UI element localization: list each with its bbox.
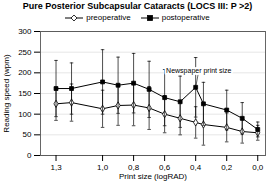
svg-text:1,0: 1,0 xyxy=(97,163,109,172)
html-text:Pure Posterior Subcapsular Cat: Pure Posterior Subcapsular Cataracts (LO… xyxy=(22,1,253,11)
html-text:preoperative: preoperative xyxy=(86,12,131,22)
svg-text:Newspaper print size: Newspaper print size xyxy=(166,67,231,75)
svg-text:50: 50 xyxy=(23,130,32,139)
svg-text:0: 0 xyxy=(27,151,32,160)
svg-text:Print size (logRAD): Print size (logRAD) xyxy=(119,172,187,181)
svg-text:100: 100 xyxy=(18,110,32,119)
svg-text:200: 200 xyxy=(18,68,32,77)
svg-text:0,6: 0,6 xyxy=(159,163,171,173)
svg-text:0,4: 0,4 xyxy=(190,163,202,172)
svg-text:300: 300 xyxy=(18,27,32,36)
svg-text:Reading speed (wpm): Reading speed (wpm) xyxy=(2,54,11,133)
svg-text:0,8: 0,8 xyxy=(128,163,140,173)
svg-text:0,0: 0,0 xyxy=(252,163,264,172)
svg-text:1,3: 1,3 xyxy=(50,163,62,172)
html-text:postoperative: postoperative xyxy=(161,12,210,22)
svg-text:150: 150 xyxy=(18,89,32,98)
svg-text:0,2: 0,2 xyxy=(221,163,233,172)
svg-text:250: 250 xyxy=(18,48,32,57)
